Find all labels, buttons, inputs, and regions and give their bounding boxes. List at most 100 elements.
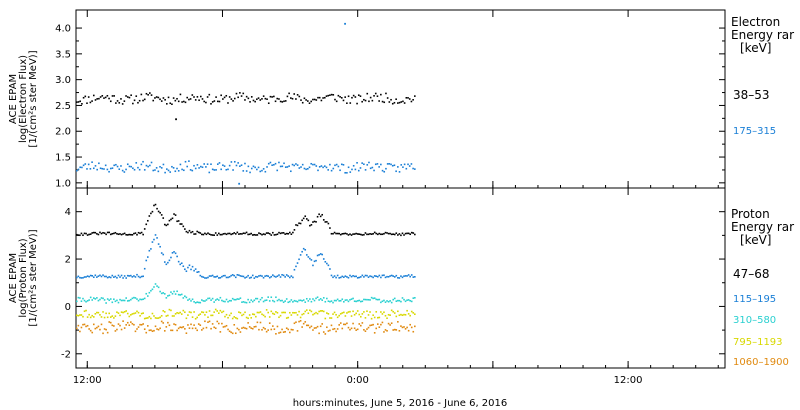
data-point: [335, 313, 337, 316]
data-point: [211, 323, 214, 325]
data-point: [407, 299, 410, 301]
data-point: [91, 299, 94, 301]
data-point: [355, 312, 357, 315]
data-point: [140, 298, 143, 301]
data-point: [77, 234, 80, 236]
data-point: [373, 231, 376, 234]
data-point: [81, 103, 83, 105]
data-point: [119, 233, 121, 235]
data-point: [404, 275, 407, 277]
data-point: [150, 94, 153, 96]
data-point: [381, 169, 384, 172]
data-point: [172, 97, 175, 99]
data-point: [185, 230, 188, 233]
data-point: [103, 275, 106, 278]
data-point: [204, 277, 206, 279]
data-point: [240, 95, 243, 97]
data-point: [216, 163, 219, 165]
data-point: [373, 316, 376, 319]
data-point: [358, 299, 361, 302]
data-point: [174, 170, 177, 173]
data-point: [194, 301, 197, 304]
data-point: [180, 313, 183, 315]
data-point: [168, 259, 171, 262]
data-point: [335, 163, 338, 166]
data-point: [113, 276, 115, 278]
data-point: [338, 232, 340, 235]
data-point: [169, 171, 172, 173]
data-point: [290, 328, 293, 331]
data-point: [224, 274, 226, 277]
data-point: [284, 233, 286, 235]
data-point: [329, 317, 331, 319]
data-point: [148, 215, 151, 217]
data-point: [173, 315, 175, 317]
data-point: [334, 164, 336, 167]
data-point: [154, 234, 157, 236]
data-point: [288, 165, 290, 167]
data-point: [366, 233, 368, 236]
data-point: [160, 292, 163, 295]
data-point: [267, 102, 270, 105]
data-point: [404, 328, 407, 330]
data-point: [288, 311, 291, 314]
data-point: [257, 97, 260, 99]
data-point: [126, 321, 129, 324]
data-point: [222, 274, 225, 277]
data-point: [97, 299, 100, 302]
data-point: [385, 92, 387, 95]
data-point: [86, 234, 89, 236]
data-point: [240, 164, 243, 166]
data-point: [232, 169, 234, 171]
data-point: [208, 171, 211, 174]
data-point: [337, 94, 340, 97]
data-point: [180, 223, 183, 225]
data-point: [159, 211, 161, 214]
data-point: [254, 166, 256, 169]
data-point: [117, 301, 120, 304]
data-point: [281, 101, 284, 103]
data-point: [142, 99, 144, 102]
data-point: [197, 314, 200, 316]
data-point: [215, 96, 217, 98]
data-point: [236, 317, 239, 320]
data-point: [97, 325, 100, 328]
data-point: [264, 233, 266, 236]
data-point: [176, 329, 178, 332]
data-point: [146, 295, 149, 297]
data-point: [213, 234, 215, 236]
data-point: [188, 264, 191, 267]
data-point: [276, 275, 279, 277]
data-point: [151, 330, 154, 333]
data-point: [137, 275, 140, 278]
data-point: [267, 232, 269, 234]
data-point: [119, 298, 121, 301]
data-point: [108, 276, 111, 278]
data-point: [312, 313, 314, 316]
data-point: [233, 97, 236, 100]
data-point: [339, 233, 342, 236]
data-point: [193, 96, 195, 98]
data-point: [267, 275, 269, 277]
data-point: [156, 207, 158, 210]
data-point: [254, 100, 256, 103]
data-point: [111, 95, 114, 97]
data-point: [132, 167, 134, 170]
data-point: [329, 268, 331, 270]
data-point: [120, 328, 123, 331]
data-point: [140, 275, 143, 278]
data-point: [390, 98, 392, 101]
data-point: [179, 311, 182, 314]
data-point: [327, 222, 330, 225]
data-point: [292, 276, 294, 279]
data-point: [290, 97, 292, 99]
data-point: [179, 294, 182, 296]
data-point: [103, 299, 106, 301]
data-point: [367, 298, 370, 301]
data-point: [313, 299, 316, 302]
data-point: [96, 311, 98, 314]
data-point: [406, 309, 408, 312]
data-point: [278, 231, 280, 234]
data-point: [319, 215, 322, 218]
legend-proton-795-1193: 795–1193: [733, 337, 783, 348]
